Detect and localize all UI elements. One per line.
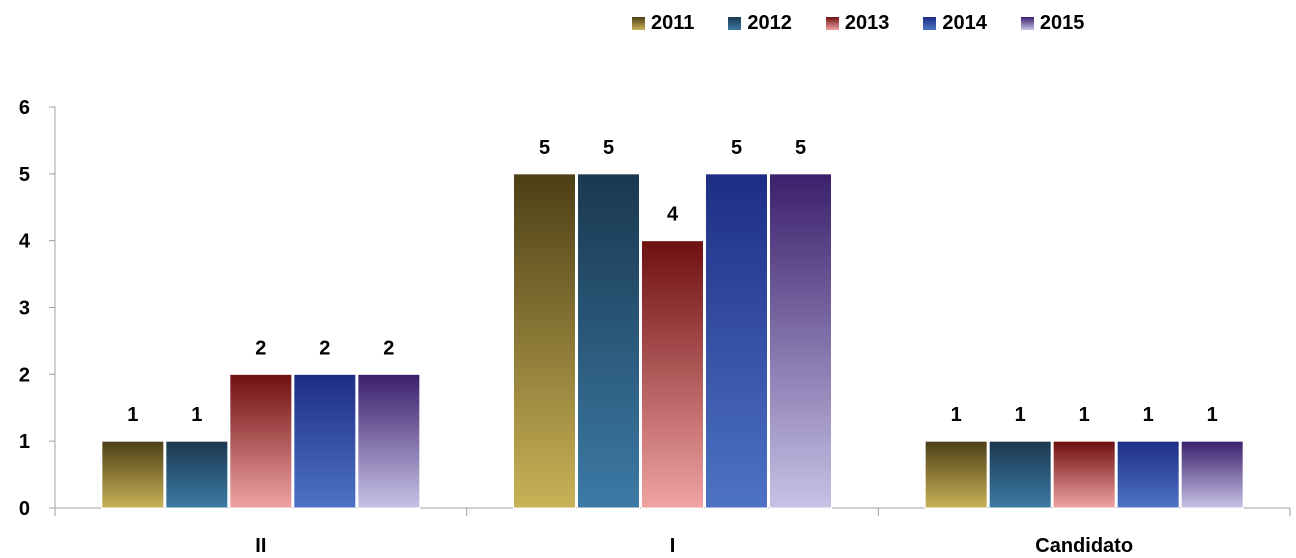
chart-bars xyxy=(101,173,1244,509)
bar-2015-I xyxy=(769,173,832,509)
data-label: 1 xyxy=(1143,404,1154,426)
bar-2011-Candidato xyxy=(924,440,988,509)
data-label: 1 xyxy=(1207,404,1218,426)
legend-item-2014: 2014 xyxy=(923,12,987,35)
data-label: 1 xyxy=(191,404,202,426)
legend-label: 2013 xyxy=(844,12,890,34)
data-label: 4 xyxy=(667,204,679,226)
bar-2014-II xyxy=(293,373,357,509)
legend-swatch xyxy=(632,17,645,30)
legend-label: 2011 xyxy=(651,12,695,34)
bar-2011-II xyxy=(101,440,165,509)
legend-swatch xyxy=(1020,17,1034,30)
bar-2012-Candidato xyxy=(988,440,1052,509)
chart-data-labels: 1 1 2 2 2 5 5 4 5 5 1 1 1 1 1 xyxy=(127,137,1217,426)
y-tick-label: 0 xyxy=(19,498,30,520)
legend-swatch xyxy=(923,17,937,30)
data-label: 5 xyxy=(539,137,550,159)
data-label: 2 xyxy=(255,337,266,359)
data-label: 5 xyxy=(603,137,614,159)
y-tick-label: 3 xyxy=(19,298,30,320)
legend-label: 2015 xyxy=(1039,12,1085,34)
bar-2014-Candidato xyxy=(1116,440,1180,509)
legend-label: 2014 xyxy=(942,12,987,34)
data-label: 1 xyxy=(127,404,138,426)
x-tick-label: II xyxy=(255,535,266,557)
data-label: 1 xyxy=(1079,404,1090,426)
legend-label: 2012 xyxy=(747,12,792,34)
bar-2013-I xyxy=(641,240,704,509)
y-tick-label: 2 xyxy=(19,364,30,386)
data-label: 5 xyxy=(795,137,806,159)
bar-2015-Candidato xyxy=(1180,440,1244,509)
legend-swatch xyxy=(825,17,839,30)
chart-legend: 2011 2012 2013 2014 2015 xyxy=(632,12,1118,35)
legend-item-2013: 2013 xyxy=(825,12,890,35)
y-tick-label: 4 xyxy=(19,231,31,253)
data-label: 5 xyxy=(731,137,742,159)
bar-2011-I xyxy=(513,173,576,509)
data-label: 2 xyxy=(319,337,330,359)
bar-2012-II xyxy=(165,440,229,509)
bar-2013-II xyxy=(229,373,293,509)
bar-2013-Candidato xyxy=(1052,440,1116,509)
data-label: 2 xyxy=(383,337,394,359)
legend-item-2012: 2012 xyxy=(728,12,792,35)
data-label: 1 xyxy=(951,404,962,426)
legend-item-2011: 2011 xyxy=(632,12,694,35)
x-tick-label: I xyxy=(670,535,676,557)
y-tick-label: 1 xyxy=(19,431,30,453)
x-tick-label: Candidato xyxy=(1035,535,1133,557)
bar-2012-I xyxy=(577,173,640,509)
legend-swatch xyxy=(728,17,742,30)
bar-2014-I xyxy=(705,173,768,509)
legend-item-2015: 2015 xyxy=(1020,12,1085,35)
y-tick-label: 6 xyxy=(19,97,30,119)
bar-2015-II xyxy=(357,373,421,509)
data-label: 1 xyxy=(1015,404,1026,426)
y-tick-label: 5 xyxy=(19,164,30,186)
